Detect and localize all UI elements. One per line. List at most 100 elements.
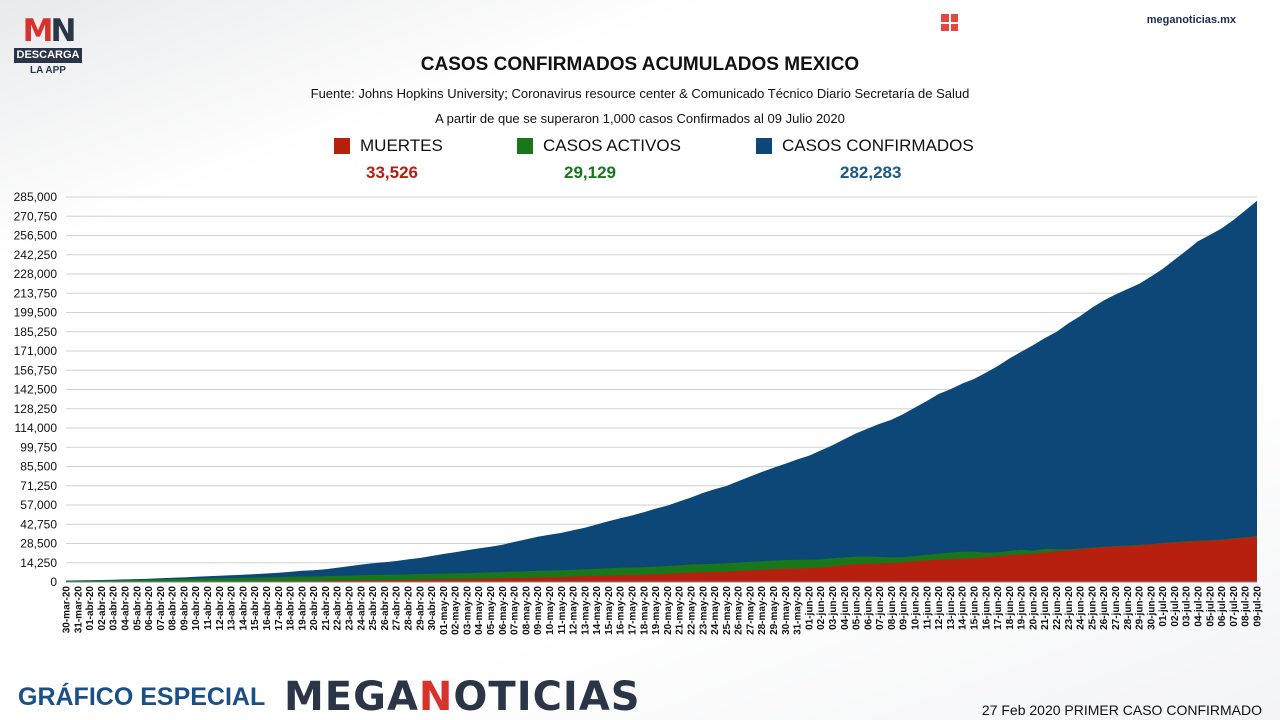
- x-tick-label: 10-may-20: [545, 586, 556, 635]
- x-tick-label: 03-jun-20: [828, 586, 839, 630]
- x-tick-label: 18-may-20: [639, 586, 650, 635]
- footer-brand-logo: MEGANOTICIAS: [284, 674, 641, 720]
- x-tick-label: 08-may-20: [521, 586, 532, 635]
- legend-swatch-activos: [517, 138, 533, 154]
- x-tick-label: 27-abr-20: [392, 586, 403, 631]
- x-tick-label: 01-abr-20: [85, 586, 96, 631]
- x-tick-label: 05-may-20: [486, 586, 497, 635]
- x-tick-label: 14-jun-20: [958, 586, 969, 630]
- x-tick-label: 14-may-20: [592, 586, 603, 635]
- x-tick-label: 24-abr-20: [356, 586, 367, 631]
- x-tick-label: 13-may-20: [580, 586, 591, 635]
- x-tick-label: 07-jul-20: [1229, 586, 1240, 627]
- legend-label-muertes: MUERTES: [360, 136, 443, 155]
- x-tick-label: 10-abr-20: [191, 586, 202, 631]
- x-tick-label: 01-jul-20: [1158, 586, 1169, 627]
- legend-label-confirmados: CASOS CONFIRMADOS: [782, 136, 974, 155]
- y-tick-label: 57,000: [20, 498, 57, 512]
- x-tick-label: 05-abr-20: [132, 586, 143, 631]
- x-tick-label: 28-may-20: [757, 586, 768, 635]
- x-tick-label: 06-may-20: [498, 586, 509, 635]
- x-tick-label: 06-jun-20: [863, 586, 874, 630]
- x-tick-label: 27-may-20: [745, 586, 756, 635]
- x-tick-label: 12-jun-20: [934, 586, 945, 630]
- x-tick-label: 19-may-20: [651, 586, 662, 635]
- legend-swatch-muertes: [334, 138, 350, 154]
- x-tick-label: 26-abr-20: [380, 586, 391, 631]
- x-tick-label: 13-abr-20: [227, 586, 238, 631]
- x-tick-label: 15-jun-20: [969, 586, 980, 630]
- y-tick-label: 213,750: [14, 286, 58, 300]
- site-url: meganoticias.mx: [1146, 14, 1236, 26]
- x-tick-label: 28-abr-20: [403, 586, 414, 631]
- x-tick-label: 24-jun-20: [1076, 586, 1087, 630]
- x-tick-label: 15-may-20: [604, 586, 615, 635]
- chart-source: Fuente: Johns Hopkins University; Corona…: [310, 86, 970, 101]
- x-tick-label: 21-jun-20: [1040, 586, 1051, 630]
- x-tick-label: 31-may-20: [793, 586, 804, 635]
- y-tick-label: 242,250: [14, 248, 58, 262]
- x-tick-label: 30-mar-20: [62, 586, 73, 634]
- x-tick-label: 27-jun-20: [1111, 586, 1122, 630]
- x-tick-label: 12-may-20: [569, 586, 580, 635]
- x-tick-label: 02-may-20: [451, 586, 462, 635]
- x-tick-label: 23-jun-20: [1064, 586, 1075, 630]
- x-tick-label: 02-abr-20: [97, 586, 108, 631]
- chart-title: CASOS CONFIRMADOS ACUMULADOS MEXICO: [420, 54, 860, 75]
- app-logo[interactable]: MN DESCARGA LA APP: [14, 14, 82, 76]
- y-tick-label: 270,750: [14, 209, 58, 223]
- grid-icon: [941, 14, 958, 31]
- x-tick-label: 07-jun-20: [875, 586, 886, 630]
- x-tick-label: 04-jun-20: [840, 586, 851, 630]
- x-tick-label: 20-abr-20: [309, 586, 320, 631]
- x-tick-label: 07-abr-20: [156, 586, 167, 631]
- legend-muertes: MUERTES: [334, 136, 443, 156]
- y-tick-label: 128,250: [14, 402, 58, 416]
- y-tick-label: 156,750: [14, 363, 58, 377]
- y-tick-label: 142,500: [14, 383, 58, 397]
- logo-mark: MN: [22, 13, 77, 49]
- x-tick-label: 15-abr-20: [250, 586, 261, 631]
- x-tick-label: 04-abr-20: [120, 586, 131, 631]
- x-tick-label: 19-abr-20: [297, 586, 308, 631]
- x-tick-label: 29-jun-20: [1135, 586, 1146, 630]
- x-tick-label: 03-may-20: [462, 586, 473, 635]
- x-tick-label: 19-jun-20: [1017, 586, 1028, 630]
- y-tick-label: 228,000: [14, 267, 58, 281]
- legend-swatch-confirmados: [756, 138, 772, 154]
- x-tick-label: 07-may-20: [510, 586, 521, 635]
- x-tick-label: 25-may-20: [722, 586, 733, 635]
- x-tick-label: 11-abr-20: [203, 586, 214, 630]
- footer-first-case-note: 27 Feb 2020 PRIMER CASO CONFIRMADO: [981, 702, 1262, 718]
- x-tick-label: 30-abr-20: [427, 586, 438, 631]
- series-area-casos-confirmados: [66, 200, 1257, 582]
- x-tick-label: 03-jul-20: [1182, 586, 1193, 627]
- x-tick-label: 23-may-20: [698, 586, 709, 635]
- total-muertes: 33,526: [366, 163, 418, 182]
- y-tick-label: 42,750: [20, 517, 57, 531]
- logo-app-label: LA APP: [30, 65, 66, 76]
- x-tick-label: 28-jun-20: [1123, 586, 1134, 630]
- legend-activos: CASOS ACTIVOS: [517, 136, 681, 156]
- x-tick-label: 12-abr-20: [215, 586, 226, 631]
- x-tick-label: 17-abr-20: [274, 586, 285, 631]
- x-tick-label: 06-abr-20: [144, 586, 155, 631]
- x-tick-label: 25-abr-20: [368, 586, 379, 631]
- legend-confirmados: CASOS CONFIRMADOS: [756, 136, 974, 156]
- x-tick-label: 01-may-20: [439, 586, 450, 635]
- x-tick-label: 17-may-20: [628, 586, 639, 635]
- y-tick-label: 256,500: [14, 229, 58, 243]
- x-tick-label: 17-jun-20: [993, 586, 1004, 630]
- x-tick-label: 30-jun-20: [1146, 586, 1157, 630]
- x-tick-label: 22-may-20: [686, 586, 697, 635]
- x-tick-label: 22-jun-20: [1052, 586, 1063, 630]
- y-tick-label: 14,250: [20, 556, 57, 570]
- x-tick-label: 05-jun-20: [852, 586, 863, 630]
- x-tick-label: 08-abr-20: [168, 586, 179, 631]
- x-tick-label: 29-abr-20: [415, 586, 426, 631]
- y-tick-label: 99,750: [20, 440, 57, 454]
- x-tick-label: 01-jun-20: [804, 586, 815, 630]
- y-tick-label: 28,500: [20, 537, 57, 551]
- total-activos: 29,129: [564, 163, 616, 182]
- x-tick-label: 26-may-20: [734, 586, 745, 635]
